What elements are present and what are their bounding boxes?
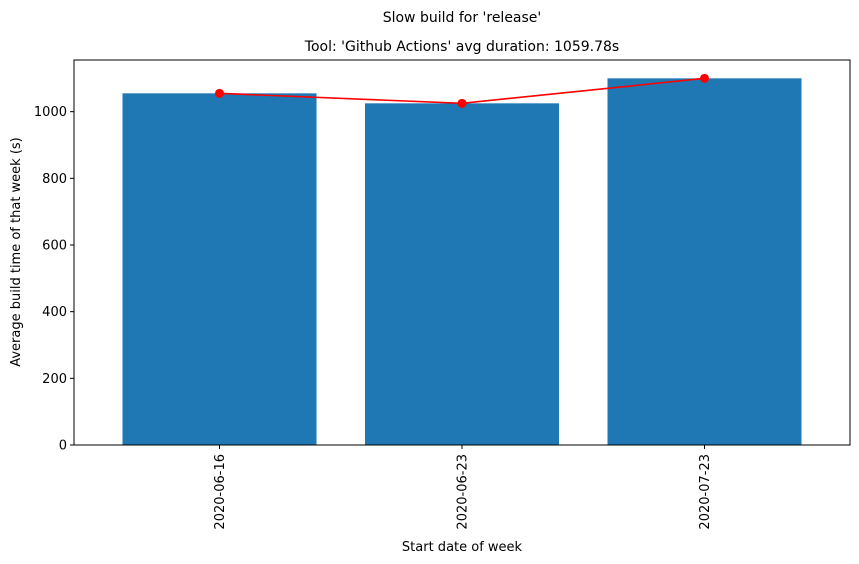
x-tick-label-2020-06-23: 2020-06-23	[456, 454, 471, 530]
x-axis: 2020-06-16 2020-06-23 2020-07-23	[213, 445, 713, 530]
line-group	[215, 73, 709, 108]
y-tick-label-1000: 1000	[34, 105, 67, 120]
trend-point-2020-06-23	[457, 98, 467, 108]
x-tick-label-2020-06-16: 2020-06-16	[213, 454, 228, 530]
bar-2020-07-23	[607, 78, 802, 445]
x-axis-label: Start date of week	[402, 540, 523, 555]
y-axis: 0 200 400 600 800 1000	[34, 105, 74, 454]
y-tick-label-200: 200	[42, 372, 67, 387]
y-tick-label-400: 400	[42, 305, 67, 320]
plot-frame	[73, 59, 851, 446]
y-tick-label-800: 800	[42, 172, 67, 187]
trend-point-2020-07-23	[700, 73, 709, 83]
y-axis-label: Average build time of that week (s)	[9, 137, 24, 367]
y-tick-label-600: 600	[42, 239, 67, 254]
bar-2020-06-16	[122, 93, 317, 445]
chart-suptitle: Slow build for 'release'	[383, 10, 542, 26]
bar-2020-06-23	[365, 103, 559, 445]
trend-point-2020-06-16	[215, 88, 224, 98]
x-tick-label-2020-07-23: 2020-07-23	[698, 454, 713, 530]
chart-title: Tool: 'Github Actions' avg duration: 105…	[304, 39, 619, 55]
y-tick-label-0: 0	[59, 439, 67, 454]
bars-group	[122, 78, 802, 445]
